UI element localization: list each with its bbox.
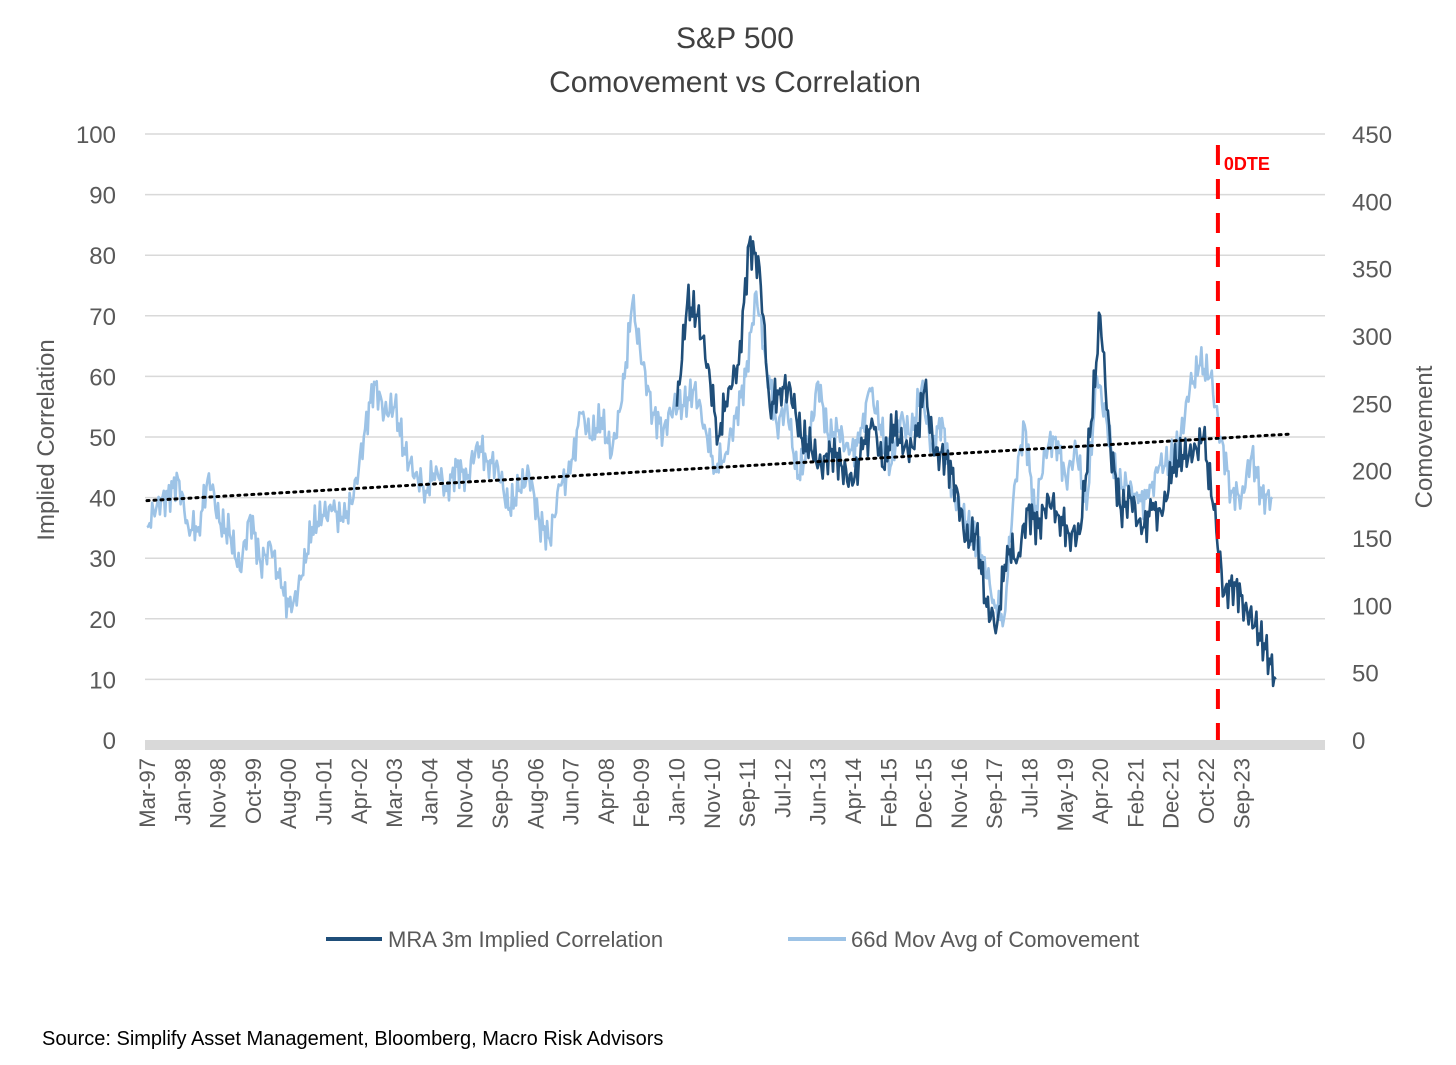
x-axis: Mar-97 Jan-98 Nov-98 Oct-99 Aug-00 Jun-01 Apr-… <box>135 758 1254 831</box>
y-tick-label: 70 <box>89 304 116 331</box>
y2-tick-label: 200 <box>1352 459 1392 486</box>
x-tick-label: Nov-16 <box>947 758 972 829</box>
x-tick-label: Jul-18 <box>1018 758 1043 818</box>
annotation-label-0dte: 0DTE <box>1224 154 1270 174</box>
y-tick-label: 40 <box>89 486 116 513</box>
x-tick-label: Nov-98 <box>206 758 231 829</box>
y2-tick-label: 300 <box>1352 324 1392 351</box>
chart-subtitle: Comovement vs Correlation <box>549 66 921 99</box>
x-tick-label: Dec-21 <box>1159 758 1184 829</box>
x-tick-label: Jul-12 <box>770 758 795 818</box>
y2-tick-label: 0 <box>1352 728 1365 755</box>
x-tick-label: Feb-09 <box>629 758 654 828</box>
trendline <box>145 432 1294 503</box>
x-tick-label: Jun-01 <box>312 758 337 825</box>
y-tick-label: 60 <box>89 364 116 391</box>
x-tick-label: Apr-08 <box>594 758 619 824</box>
y-tick-label: 10 <box>89 667 116 694</box>
y2-tick-label: 400 <box>1352 189 1392 216</box>
y2-tick-label: 450 <box>1352 122 1392 149</box>
y2-tick-label: 150 <box>1352 526 1392 553</box>
y2-tick-label: 100 <box>1352 593 1392 620</box>
y-tick-label: 0 <box>103 728 116 755</box>
x-tick-label: Jan-98 <box>170 758 195 825</box>
plot-area: 0DTE <box>145 145 1294 740</box>
y2-tick-label: 250 <box>1352 391 1392 418</box>
x-tick-label: Sep-17 <box>982 758 1007 829</box>
y-tick-label: 30 <box>89 546 116 573</box>
legend-label-implied-correlation: MRA 3m Implied Correlation <box>388 927 663 952</box>
x-tick-label: May-19 <box>1053 758 1078 831</box>
x-tick-label: Oct-99 <box>241 758 266 824</box>
y-tick-label: 80 <box>89 243 116 270</box>
series-line-implied-correlation <box>675 235 1277 688</box>
y2-tick-label: 350 <box>1352 257 1392 284</box>
x-tick-label: Aug-00 <box>276 758 301 829</box>
x-tick-label: Mar-03 <box>382 758 407 828</box>
x-tick-label: Feb-21 <box>1123 758 1148 828</box>
y-axis-right: 450 400 350 300 250 200 150 100 50 0 <box>1352 122 1392 755</box>
x-tick-label: Feb-15 <box>876 758 901 828</box>
x-tick-label: Apr-20 <box>1088 758 1113 824</box>
x-tick-label: Sep-23 <box>1229 758 1254 829</box>
y-tick-label: 50 <box>89 425 116 452</box>
x-tick-label: Sep-11 <box>735 758 760 827</box>
x-tick-label: Mar-97 <box>135 758 160 828</box>
x-tick-label: Apr-14 <box>841 758 866 824</box>
x-axis-band <box>145 740 1325 750</box>
y-tick-label: 90 <box>89 183 116 210</box>
x-tick-label: Jun-07 <box>559 758 584 825</box>
x-tick-label: Jan-10 <box>665 758 690 825</box>
y-axis-title: Implied Correlation <box>33 339 60 540</box>
y2-axis-title: Comovement <box>1411 365 1438 508</box>
x-tick-label: Apr-02 <box>347 758 372 824</box>
legend: MRA 3m Implied Correlation 66d Mov Avg o… <box>326 927 1139 952</box>
legend-label-comovement: 66d Mov Avg of Comovement <box>851 927 1139 952</box>
x-tick-label: Oct-22 <box>1194 758 1219 824</box>
x-tick-label: Dec-15 <box>912 758 937 829</box>
y-tick-label: 100 <box>76 122 116 149</box>
x-tick-label: Nov-10 <box>700 758 725 829</box>
x-tick-label: Sep-05 <box>488 758 513 829</box>
x-tick-label: Aug-06 <box>523 758 548 829</box>
y2-tick-label: 50 <box>1352 661 1379 688</box>
chart-title: S&P 500 <box>676 22 794 55</box>
y-tick-label: 20 <box>89 607 116 634</box>
x-tick-label: Jun-13 <box>806 758 831 825</box>
x-tick-label: Nov-04 <box>453 758 478 829</box>
source-note: Source: Simplify Asset Management, Bloom… <box>42 1028 663 1050</box>
x-tick-label: Jan-04 <box>417 758 442 825</box>
